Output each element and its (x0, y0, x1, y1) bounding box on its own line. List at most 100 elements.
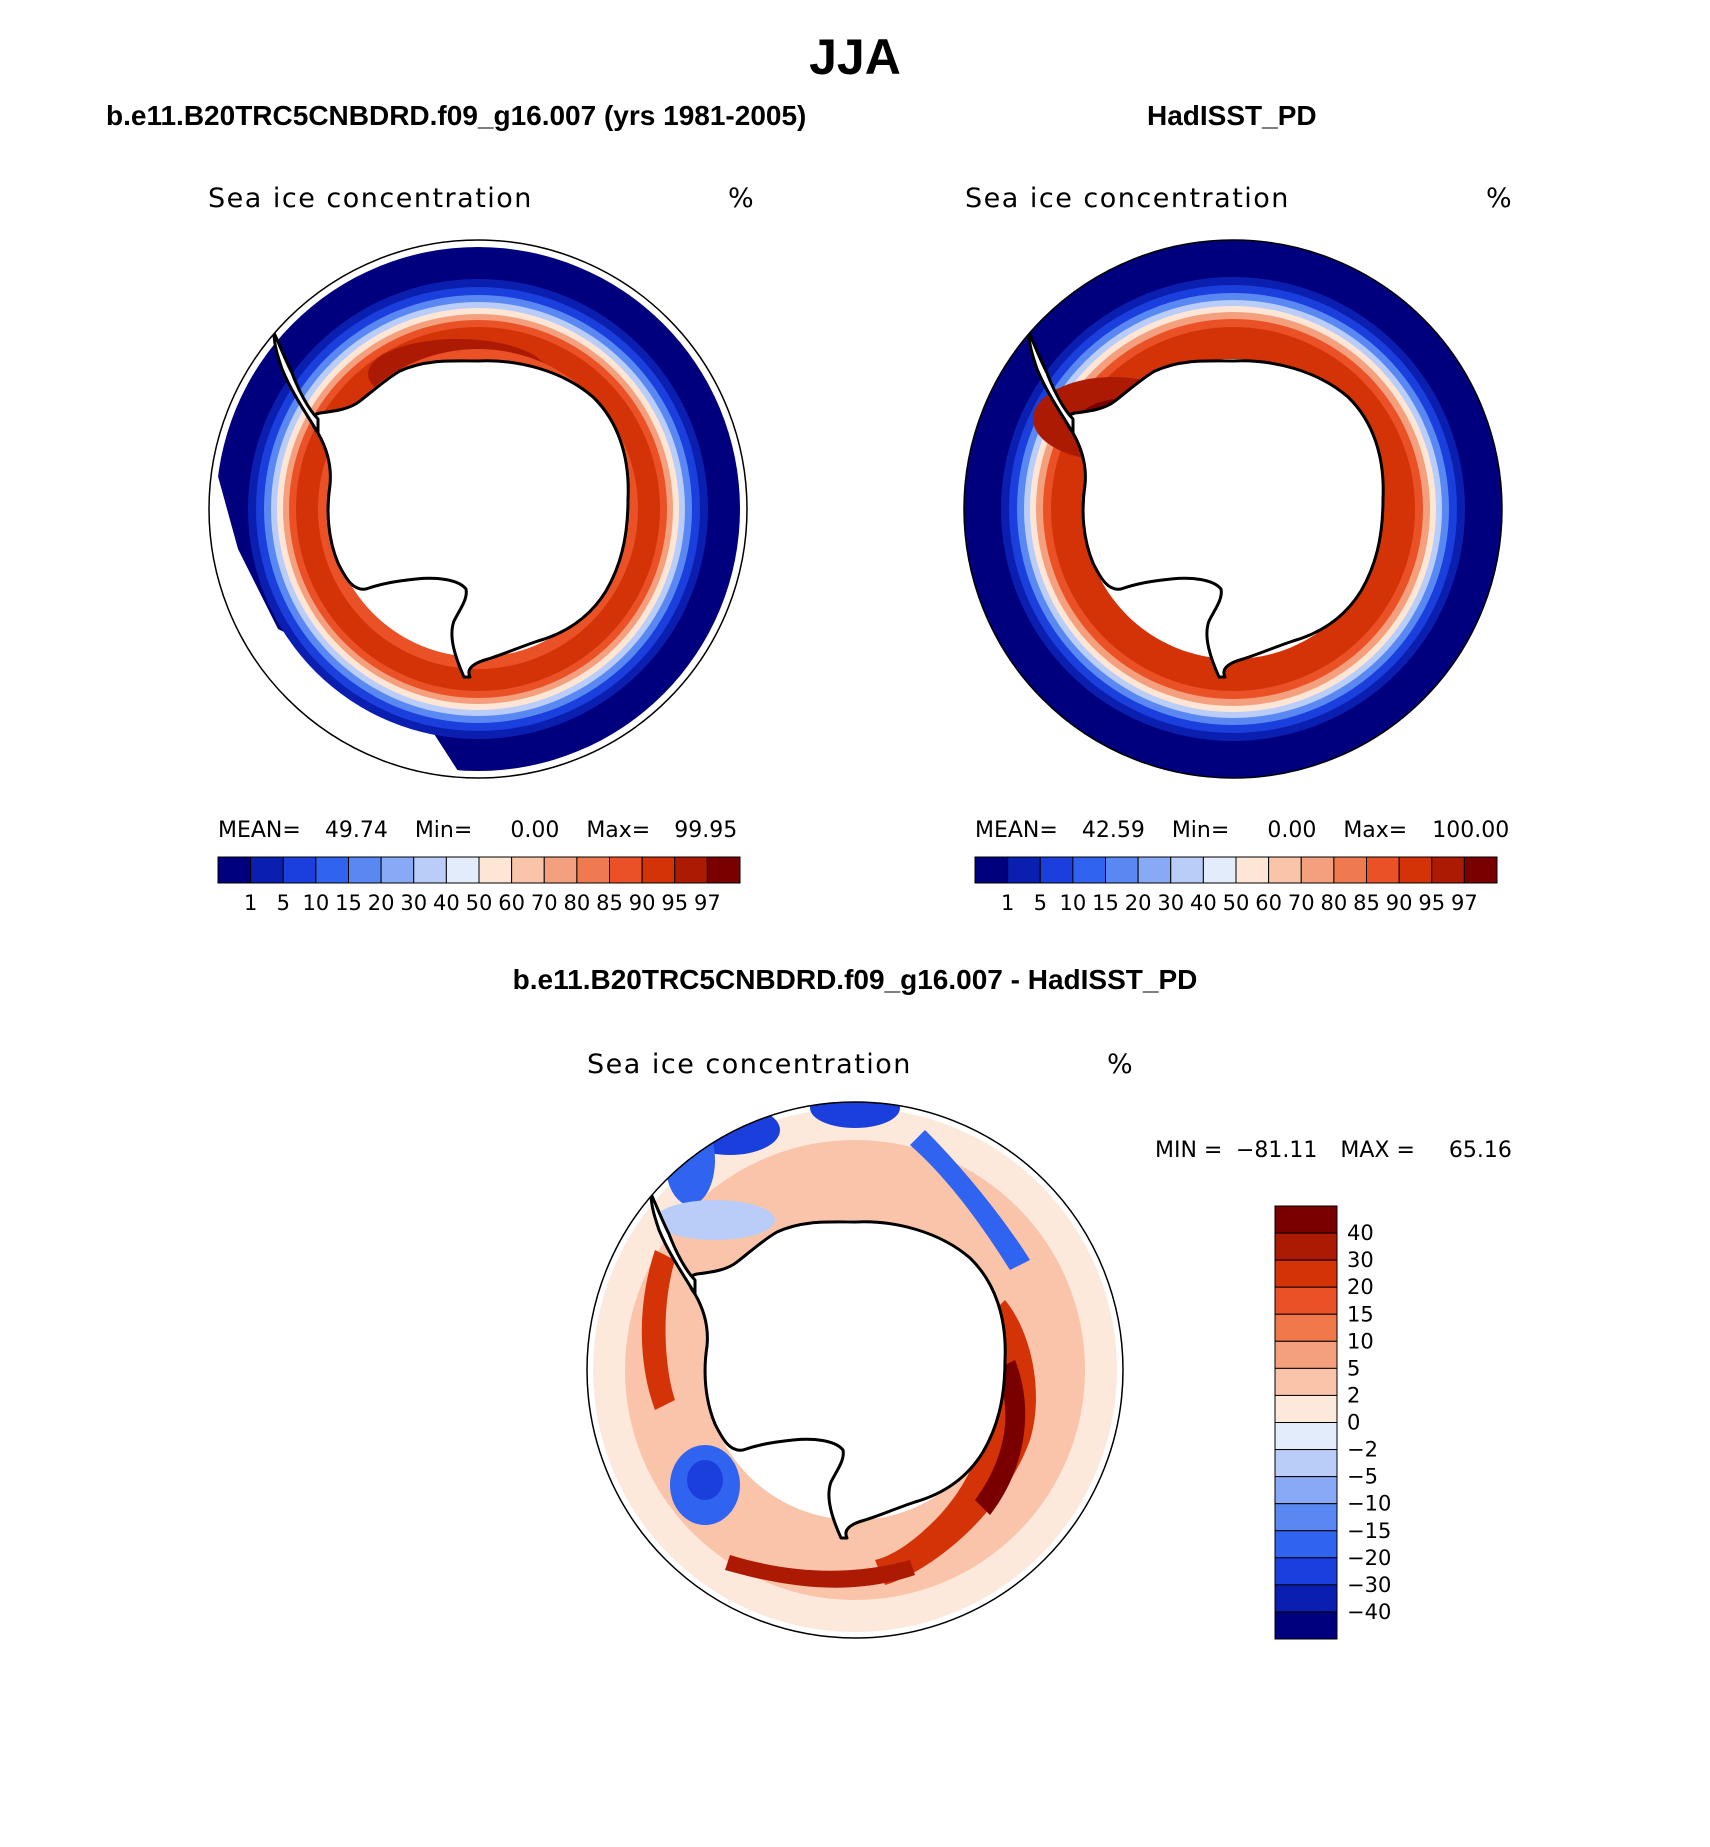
obs-colorbar-tick-label: 95 (1418, 891, 1445, 915)
model-colorbar-swatch (380, 856, 415, 884)
model-colorbar-swatch (674, 856, 708, 884)
diff-colorbar-tick-label: 15 (1347, 1302, 1374, 1326)
model-colorbar-swatch (413, 856, 447, 884)
diff-stats: MIN = −81.11 MAX = 65.16 (1155, 1138, 1512, 1163)
diff-variable-label: Sea ice concentration (587, 1049, 912, 1080)
diff-colorbar-swatch (1274, 1503, 1338, 1532)
diff-colorbar-tick-label: −10 (1347, 1492, 1391, 1516)
obs-colorbar-tick-label: 70 (1288, 891, 1315, 915)
obs-colorbar-swatch (1366, 856, 1400, 884)
obs-colorbar-swatch (1137, 856, 1172, 884)
model-colorbar-tick-label: 20 (368, 891, 395, 915)
model-colorbar-swatch (348, 856, 382, 884)
model-colorbar: 1 5 10 15 20 30 40 50 60 70 80 85 90 95 97 (217, 856, 741, 915)
model-colorbar-tick-label: 97 (694, 891, 721, 915)
model-colorbar-swatch (445, 856, 480, 884)
diff-polar-map (586, 1101, 1124, 1639)
model-polar-map (208, 239, 748, 779)
diff-colorbar-swatch (1274, 1259, 1338, 1288)
diff-colorbar-swatch (1274, 1611, 1338, 1640)
obs-mean-value: 42.59 (1081, 818, 1145, 843)
model-max-label: Max= (586, 818, 651, 843)
obs-colorbar-tick-label: 15 (1092, 891, 1119, 915)
diff-colorbar-swatch (1274, 1584, 1338, 1613)
diff-colorbar-tick-label: 5 (1347, 1356, 1360, 1380)
model-min-label: Min= (414, 818, 473, 843)
obs-max-value: 100.00 (1432, 818, 1510, 843)
model-colorbar-swatch (706, 856, 741, 884)
obs-colorbar-tick-label: 30 (1157, 891, 1184, 915)
obs-colorbar-swatch (1202, 856, 1237, 884)
model-variable-label: Sea ice concentration (208, 183, 533, 214)
diff-colorbar-swatch (1274, 1205, 1338, 1234)
model-colorbar-tick-label: 1 (244, 891, 257, 915)
obs-variable-label: Sea ice concentration (965, 183, 1290, 214)
diff-min-label: MIN = (1155, 1138, 1223, 1163)
model-colorbar-swatch (543, 856, 578, 884)
obs-colorbar-swatch (1300, 856, 1335, 884)
model-colorbar-swatch (609, 856, 643, 884)
model-panel-title: b.e11.B20TRC5CNBDRD.f09_g16.007 (yrs 198… (106, 100, 807, 131)
model-colorbar-swatch (576, 856, 610, 884)
model-mean-label: MEAN= (218, 818, 301, 843)
model-colorbar-tick-label: 10 (303, 891, 330, 915)
obs-colorbar-swatch (1431, 856, 1465, 884)
model-colorbar-swatch (315, 856, 349, 884)
diff-colorbar-swatch (1274, 1449, 1338, 1478)
diff-colorbar-swatch (1274, 1394, 1338, 1423)
diff-colorbar-swatch (1274, 1367, 1338, 1396)
diff-units-label: % (1107, 1049, 1135, 1080)
diff-colorbar-tick-label: −30 (1347, 1573, 1391, 1597)
obs-units-label: % (1486, 183, 1514, 214)
model-colorbar-tick-label: 70 (531, 891, 558, 915)
model-colorbar-tick-label: 95 (661, 891, 688, 915)
diff-colorbar-tick-label: 0 (1347, 1411, 1360, 1435)
obs-colorbar-swatch (1333, 856, 1367, 884)
obs-stats: MEAN= 42.59 Min= 0.00 Max= 100.00 (975, 818, 1509, 843)
obs-colorbar: 1 5 10 15 20 30 40 50 60 70 80 85 90 95 97 (974, 856, 1498, 915)
diff-colorbar-swatch (1274, 1232, 1338, 1261)
obs-colorbar-swatch (1039, 856, 1074, 884)
diff-colorbar-tick-label: 2 (1347, 1383, 1360, 1407)
diff-panel-title: b.e11.B20TRC5CNBDRD.f09_g16.007 - HadISS… (512, 964, 1198, 995)
diff-colorbar-tick-label: −2 (1347, 1438, 1378, 1462)
model-colorbar-tick-label: 5 (277, 891, 290, 915)
model-units-label: % (728, 183, 756, 214)
obs-min-label: Min= (1171, 818, 1230, 843)
obs-colorbar-tick-label: 40 (1190, 891, 1217, 915)
diff-colorbar-swatch (1274, 1286, 1338, 1315)
model-colorbar-swatch (250, 856, 284, 884)
obs-colorbar-swatch (1398, 856, 1433, 884)
obs-colorbar-swatch (1072, 856, 1106, 884)
model-colorbar-swatch (282, 856, 317, 884)
obs-colorbar-swatch (1170, 856, 1204, 884)
model-max-value: 99.95 (674, 818, 738, 843)
diff-colorbar-tick-label: 40 (1347, 1221, 1374, 1245)
diff-colorbar-swatch (1274, 1422, 1338, 1451)
model-colorbar-tick-label: 50 (466, 891, 493, 915)
model-colorbar-swatch (478, 856, 513, 884)
diff-max-value: 65.16 (1448, 1138, 1512, 1163)
obs-colorbar-tick-label: 85 (1353, 891, 1380, 915)
diff-colorbar-tick-label: −20 (1347, 1546, 1391, 1570)
model-colorbar-tick-label: 90 (629, 891, 656, 915)
figure-title: JJA (809, 29, 901, 85)
model-colorbar-tick-label: 40 (433, 891, 460, 915)
diff-colorbar-tick-label: 20 (1347, 1275, 1374, 1299)
obs-colorbar-tick-label: 5 (1034, 891, 1047, 915)
diff-colorbar-tick-label: 10 (1347, 1329, 1374, 1353)
obs-colorbar-swatch (1268, 856, 1302, 884)
obs-colorbar-swatch (1235, 856, 1270, 884)
obs-max-label: Max= (1343, 818, 1408, 843)
diff-colorbar-tick-label: −15 (1347, 1519, 1391, 1543)
obs-colorbar-swatch (1463, 856, 1498, 884)
model-colorbar-swatch (511, 856, 545, 884)
obs-colorbar-tick-label: 20 (1125, 891, 1152, 915)
obs-panel-title: HadISST_PD (1147, 100, 1317, 131)
obs-colorbar-tick-label: 50 (1223, 891, 1250, 915)
diff-colorbar-swatch (1274, 1530, 1338, 1559)
diff-max-label: MAX = (1340, 1138, 1415, 1163)
obs-colorbar-tick-label: 80 (1321, 891, 1348, 915)
